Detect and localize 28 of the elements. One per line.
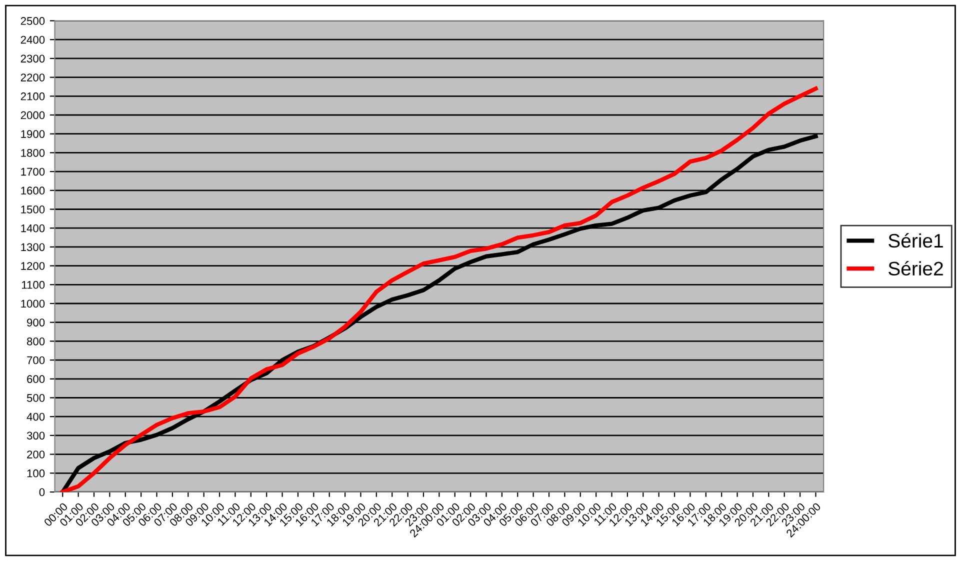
y-tick-label: 2000: [20, 111, 45, 120]
y-tick-label: 500: [26, 394, 45, 402]
y-tick-label: 1300: [21, 243, 45, 252]
y-tick-label: 1700: [21, 168, 45, 176]
y-tick-label: 2200: [20, 74, 45, 82]
y-tick-label: 1900: [21, 130, 45, 138]
y-tick-label: 400: [26, 412, 45, 421]
y-tick-label: 100: [27, 469, 45, 478]
y-tick-label: 1400: [21, 224, 45, 232]
y-tick-label: 700: [27, 356, 45, 364]
y-tick-label: 2300: [20, 54, 45, 63]
y-tick-label: 900: [27, 318, 45, 326]
y-tick-label: 1800: [21, 148, 45, 157]
y-tick-label: 1500: [21, 206, 45, 214]
y-tick-label: 2100: [20, 92, 45, 100]
y-tick-label: 800: [27, 337, 45, 346]
y-tick-label: 2500: [20, 17, 45, 25]
y-tick-label: 200: [27, 450, 45, 458]
y-tick-label: 0: [39, 488, 45, 496]
y-tick-label: 1200: [21, 262, 45, 270]
y-tick-label: 1100: [22, 280, 45, 289]
y-tick-label: 1000: [21, 300, 45, 308]
y-tick-label: 1600: [21, 186, 45, 195]
y-tick-label: 300: [26, 432, 45, 440]
y-tick-label: 2400: [20, 36, 45, 44]
legend-label: Série1: [888, 233, 943, 248]
y-tick-label: 600: [27, 375, 45, 384]
legend-label: Série2: [888, 261, 943, 276]
